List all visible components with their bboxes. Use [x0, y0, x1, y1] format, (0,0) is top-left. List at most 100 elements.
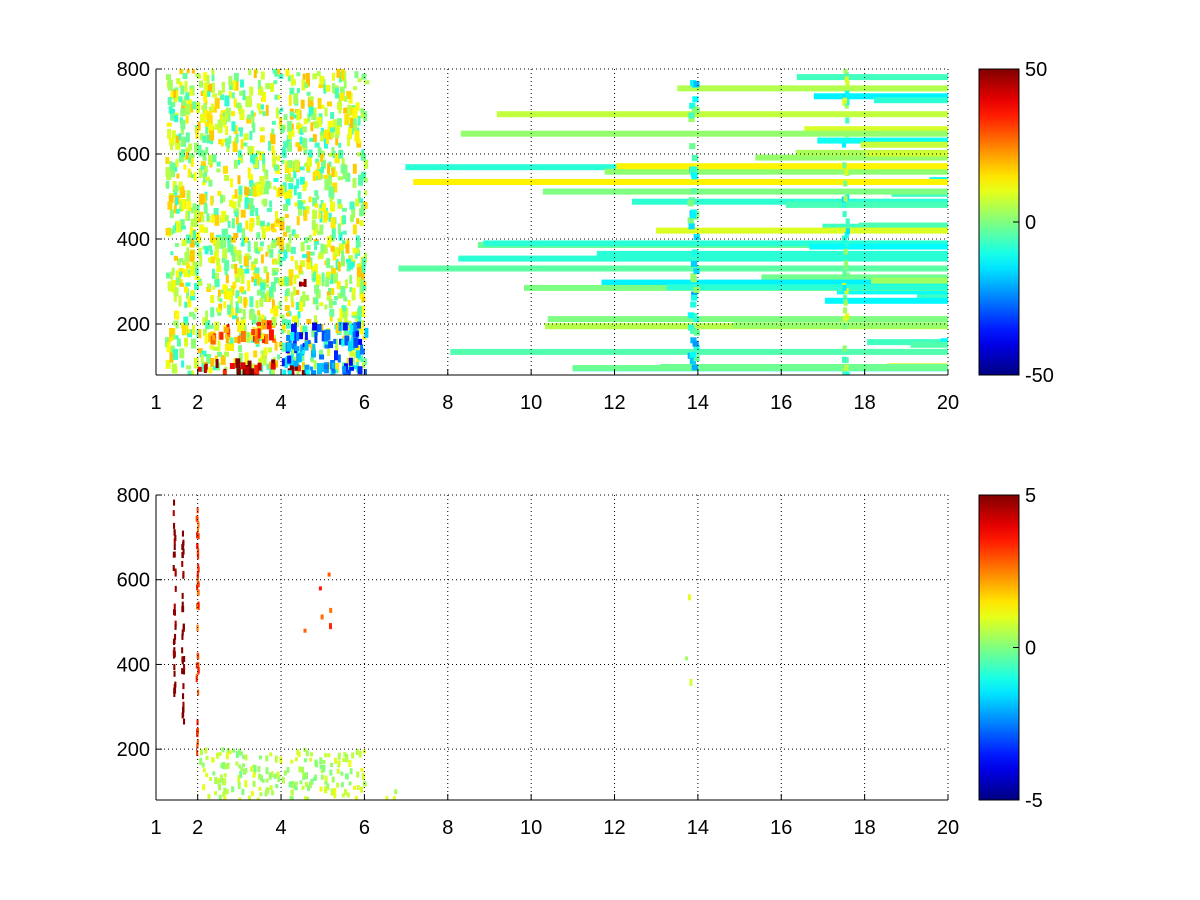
heat-cell: [287, 141, 292, 152]
heat-cell: [351, 294, 356, 301]
heat-cell: [688, 223, 695, 230]
heat-cell: [225, 107, 231, 115]
heat-cell: [224, 269, 228, 276]
heat-cell: [299, 780, 303, 785]
heat-cell: [197, 581, 200, 588]
heat-cell: [359, 348, 365, 355]
heat-cell: [542, 188, 948, 195]
heat-cell: [222, 370, 227, 375]
heat-cell: [214, 279, 220, 288]
heat-cell: [324, 344, 330, 349]
heat-cell: [284, 290, 288, 297]
heat-cell: [232, 748, 236, 753]
heat-cell: [215, 237, 221, 249]
heat-cell: [293, 185, 297, 196]
heat-cell: [301, 785, 305, 790]
heat-cell: [294, 364, 300, 371]
heat-cell: [172, 565, 175, 571]
heat-cell: [204, 99, 208, 105]
heat-cell: [327, 236, 331, 248]
heat-cell: [218, 90, 223, 96]
heat-cell: [250, 791, 254, 797]
heat-cell: [226, 762, 230, 769]
heat-cell: [326, 295, 332, 301]
heat-cell: [917, 294, 948, 301]
heat-cell: [231, 252, 236, 262]
heat-cell: [176, 221, 181, 233]
heat-cell: [690, 276, 697, 283]
heat-cell: [173, 320, 178, 326]
heat-cell: [196, 542, 199, 549]
heat-cell: [290, 160, 296, 171]
heat-cell: [288, 781, 292, 788]
heat-cell: [247, 360, 252, 371]
heat-cell: [323, 364, 329, 370]
heat-cell: [321, 150, 325, 159]
heat-cell: [249, 205, 255, 213]
x-tick-label: 18: [854, 392, 876, 414]
heat-cell: [228, 307, 234, 318]
heat-cell: [218, 303, 223, 311]
heat-cell: [227, 241, 232, 253]
heat-cell: [305, 750, 309, 757]
heat-cell: [601, 279, 948, 286]
heat-cell: [261, 314, 265, 321]
heat-cell: [257, 317, 262, 327]
heat-cell: [232, 80, 236, 91]
heat-cell: [692, 96, 699, 103]
heat-cell: [266, 225, 270, 232]
heat-cell: [233, 73, 239, 82]
heat-cell: [183, 718, 186, 725]
heat-cell: [330, 112, 335, 119]
heat-cell: [315, 305, 319, 311]
heat-cell: [352, 177, 357, 188]
heat-cell: [690, 337, 697, 344]
heat-cell: [197, 281, 203, 286]
heat-cell: [307, 113, 311, 123]
heat-cell: [260, 775, 263, 782]
heat-cell: [261, 778, 265, 783]
heat-cell: [278, 301, 282, 310]
heat-cell: [303, 628, 307, 633]
heat-cell: [197, 566, 200, 573]
heat-cell: [255, 207, 259, 216]
heat-cell: [345, 279, 348, 289]
heat-cell: [224, 95, 230, 107]
heat-cell: [247, 795, 251, 800]
heat-cell: [211, 74, 215, 81]
heat-cell: [224, 351, 229, 357]
heat-cell: [169, 345, 175, 353]
heat-cell: [274, 341, 278, 351]
heat-cell: [314, 190, 319, 197]
heat-cell: [359, 198, 363, 204]
heat-cell: [297, 353, 302, 363]
heat-cell: [693, 234, 700, 240]
heat-cell: [220, 94, 224, 101]
heat-cell: [319, 349, 323, 357]
heat-cell: [298, 281, 302, 287]
heat-cell: [270, 242, 276, 249]
heat-cell: [313, 297, 319, 305]
heat-cell: [290, 246, 296, 254]
heat-cell: [172, 649, 175, 656]
heat-cell: [222, 236, 227, 248]
heat-cell: [211, 268, 215, 279]
heat-cell: [247, 114, 252, 120]
heat-cell: [315, 289, 321, 299]
heat-cell: [348, 781, 352, 786]
heat-cell: [331, 776, 335, 783]
heat-cell: [325, 329, 331, 341]
heat-cell: [292, 286, 296, 296]
heat-cell: [285, 69, 290, 77]
heat-cell: [296, 178, 300, 189]
heat-cell: [283, 231, 288, 237]
heat-cell: [689, 351, 696, 358]
heat-cell: [173, 294, 177, 302]
heat-cell: [237, 196, 241, 208]
heat-cell: [295, 262, 298, 270]
heat-cell: [173, 522, 176, 529]
heat-cell: [196, 590, 199, 597]
heat-cell: [203, 82, 208, 91]
heat-cell: [297, 145, 302, 152]
heat-cell: [216, 168, 221, 173]
